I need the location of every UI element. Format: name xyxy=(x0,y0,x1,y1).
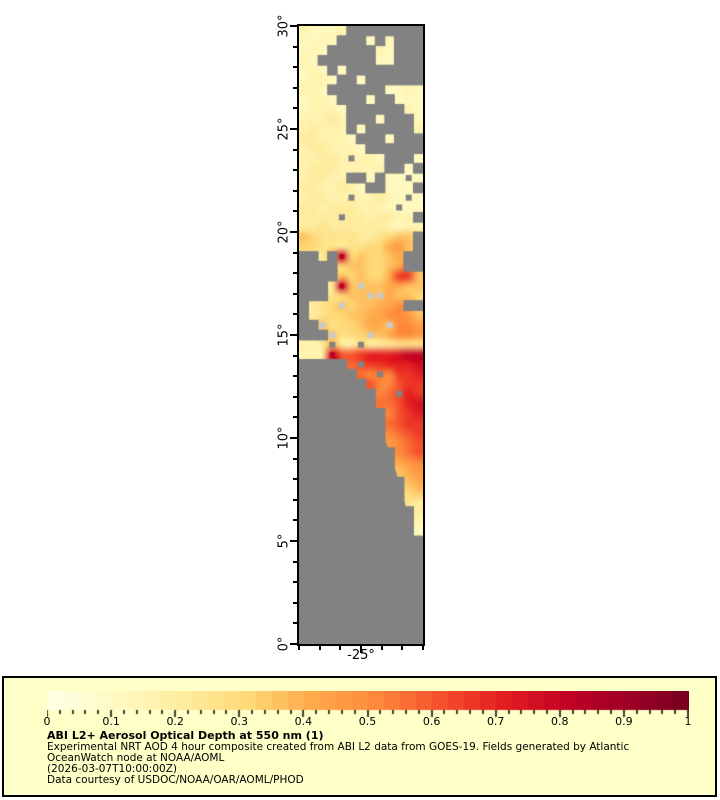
y-tick xyxy=(293,292,297,295)
y-tick xyxy=(290,643,297,645)
y-tick xyxy=(293,107,297,110)
y-tick xyxy=(290,540,297,542)
aod-map-canvas xyxy=(299,26,423,644)
y-tick xyxy=(293,210,297,213)
y-tick xyxy=(293,148,297,151)
y-tick-label: 25° xyxy=(276,117,292,141)
y-tick xyxy=(293,622,297,625)
y-tick xyxy=(293,45,297,48)
colorbar-tick-label: 0.9 xyxy=(615,715,633,728)
colorbar-tick-labels: 0 0.1 0.2 0.3 0.4 0.5 0.6 0.7 0.8 0.9 1 xyxy=(43,715,692,729)
y-tick xyxy=(293,560,297,563)
y-tick xyxy=(293,395,297,398)
y-tick-label: 30° xyxy=(276,14,292,38)
y-tick xyxy=(290,231,297,233)
colorbar-tick-label: 0.6 xyxy=(422,715,441,728)
y-tick xyxy=(293,189,297,192)
colorbar-tick-label: 0.7 xyxy=(486,715,505,728)
y-tick-label: 15° xyxy=(276,323,292,347)
colorbar-tick-label: 0.4 xyxy=(294,715,313,728)
y-tick xyxy=(290,25,297,27)
y-tick xyxy=(290,334,297,336)
x-tick xyxy=(360,646,362,653)
colorbar-tick-label: 0.5 xyxy=(358,715,377,728)
y-tick xyxy=(290,437,297,439)
caption-line-2: OceanWatch node at NOAA/AOML xyxy=(47,752,225,764)
colorbar-tick-label: 0.8 xyxy=(551,715,569,728)
y-tick xyxy=(293,416,297,419)
colorbar-tick-label: 0.1 xyxy=(102,715,120,728)
y-tick xyxy=(293,478,297,481)
x-tick xyxy=(401,646,404,650)
y-tick xyxy=(293,169,297,172)
caption-line-4: Data courtesy of USDOC/NOAA/OAR/AOML/PHO… xyxy=(47,774,304,786)
y-tick xyxy=(293,354,297,357)
colorbar xyxy=(47,691,689,718)
colorbar-tick-label: 0 xyxy=(43,715,51,728)
y-tick xyxy=(293,581,297,584)
caption-line-1: Experimental NRT AOD 4 hour composite cr… xyxy=(47,741,630,753)
y-tick xyxy=(293,519,297,522)
y-tick xyxy=(293,272,297,275)
x-tick xyxy=(318,646,321,650)
y-tick xyxy=(293,66,297,69)
y-tick xyxy=(290,128,297,130)
y-tick xyxy=(293,251,297,254)
x-tick-label: -25° xyxy=(347,648,375,663)
y-tick xyxy=(293,375,297,378)
y-tick xyxy=(293,601,297,604)
caption-block: ABI L2+ Aerosol Optical Depth at 550 nm … xyxy=(47,729,712,786)
y-tick xyxy=(293,313,297,316)
y-tick xyxy=(293,457,297,460)
colorbar-tick-label: 0.3 xyxy=(230,715,249,728)
colorbar-tick-label: 1 xyxy=(684,715,692,728)
y-tick-label: 10° xyxy=(276,426,292,450)
x-tick xyxy=(298,646,300,650)
x-tick xyxy=(380,646,383,650)
colorbar-tick-label: 0.2 xyxy=(166,715,184,728)
x-tick xyxy=(422,646,424,650)
y-tick xyxy=(293,498,297,501)
y-tick-label: 20° xyxy=(276,220,292,244)
y-tick-label: 0° xyxy=(276,636,292,652)
y-tick-label: 5° xyxy=(276,533,292,549)
y-tick xyxy=(293,86,297,89)
x-tick xyxy=(339,646,342,650)
caption-title: ABI L2+ Aerosol Optical Depth at 550 nm … xyxy=(47,729,324,742)
caption-line-3: (2026-03-07T10:00:00Z) xyxy=(47,763,177,775)
